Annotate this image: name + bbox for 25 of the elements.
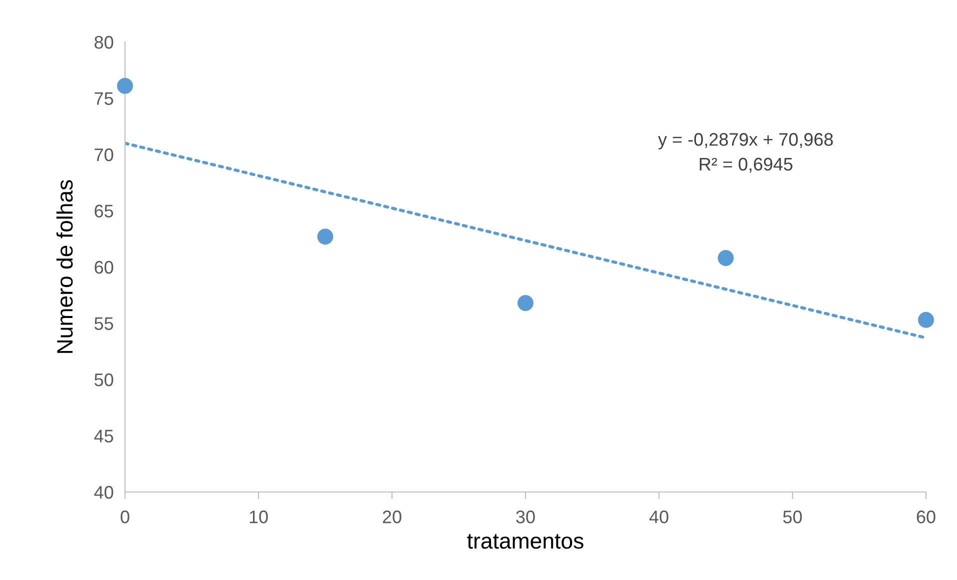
y-tick-label: 50 — [94, 373, 114, 386]
y-tick-label: 65 — [94, 204, 114, 218]
x-tick-label: 60 — [916, 510, 936, 524]
y-tick-label: 75 — [94, 92, 114, 105]
x-tick-label: 40 — [649, 510, 668, 524]
x-axis-title: tratamentos — [467, 534, 584, 549]
point — [918, 312, 934, 328]
point — [317, 228, 334, 245]
x-tick-label: 50 — [783, 510, 802, 524]
point — [718, 250, 734, 266]
y-tick-label: 80 — [94, 36, 114, 49]
point — [117, 78, 133, 94]
y-axis-title: Numero de folhas — [56, 180, 73, 353]
y-tick-label: 40 — [94, 486, 114, 499]
annotation: R² = 0,6945 — [700, 158, 792, 173]
point — [518, 295, 534, 311]
x-tick-label: 0 — [120, 510, 130, 524]
y-tick-label: 70 — [94, 148, 114, 162]
y-tick-label: 45 — [94, 430, 114, 442]
annotation: y = -0,2879x + 70,968 — [658, 133, 833, 150]
y-tick-label: 60 — [94, 260, 114, 274]
x-tick-label: 10 — [250, 510, 268, 524]
x-tick-label: 20 — [382, 510, 402, 524]
y-tick-label: 55 — [94, 317, 114, 330]
x-tick-label: 30 — [516, 510, 535, 524]
